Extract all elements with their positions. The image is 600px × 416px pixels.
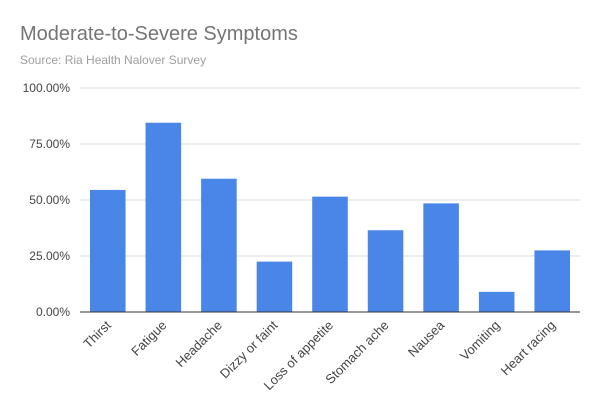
bar-vomiting [478,291,515,312]
y-tick-label: 100.00% [23,81,71,95]
y-tick-label: 50.00% [29,193,70,207]
chart-title: Moderate-to-Severe Symptoms [20,23,298,45]
bar-dizzy-or-faint [256,261,293,312]
bars [90,122,570,312]
x-category-label: Heart racing [498,318,559,379]
chart-subtitle: Source: Ria Health Nalover Survey [20,53,206,67]
bar-thirst [90,189,126,312]
bar-heart-racing [534,250,570,312]
x-category-label: Vomiting [457,318,503,364]
y-axis-tick-labels: 0.00% 25.00% 50.00% 75.00% 100.00% [23,81,71,319]
x-category-label: Headache [172,318,225,371]
y-tick-label: 25.00% [29,249,70,263]
y-tick-label: 75.00% [29,137,70,151]
x-category-label: Thirst [80,317,114,351]
bar-stomach-ache [367,230,404,312]
x-category-label: Fatigue [128,318,169,359]
bar-loss-of-appetite [312,196,348,312]
y-tick-label: 0.00% [36,305,70,319]
bar-fatigue [145,122,182,312]
x-category-label: Nausea [405,317,448,360]
bar-nausea [423,203,459,312]
bar-headache [201,178,237,312]
